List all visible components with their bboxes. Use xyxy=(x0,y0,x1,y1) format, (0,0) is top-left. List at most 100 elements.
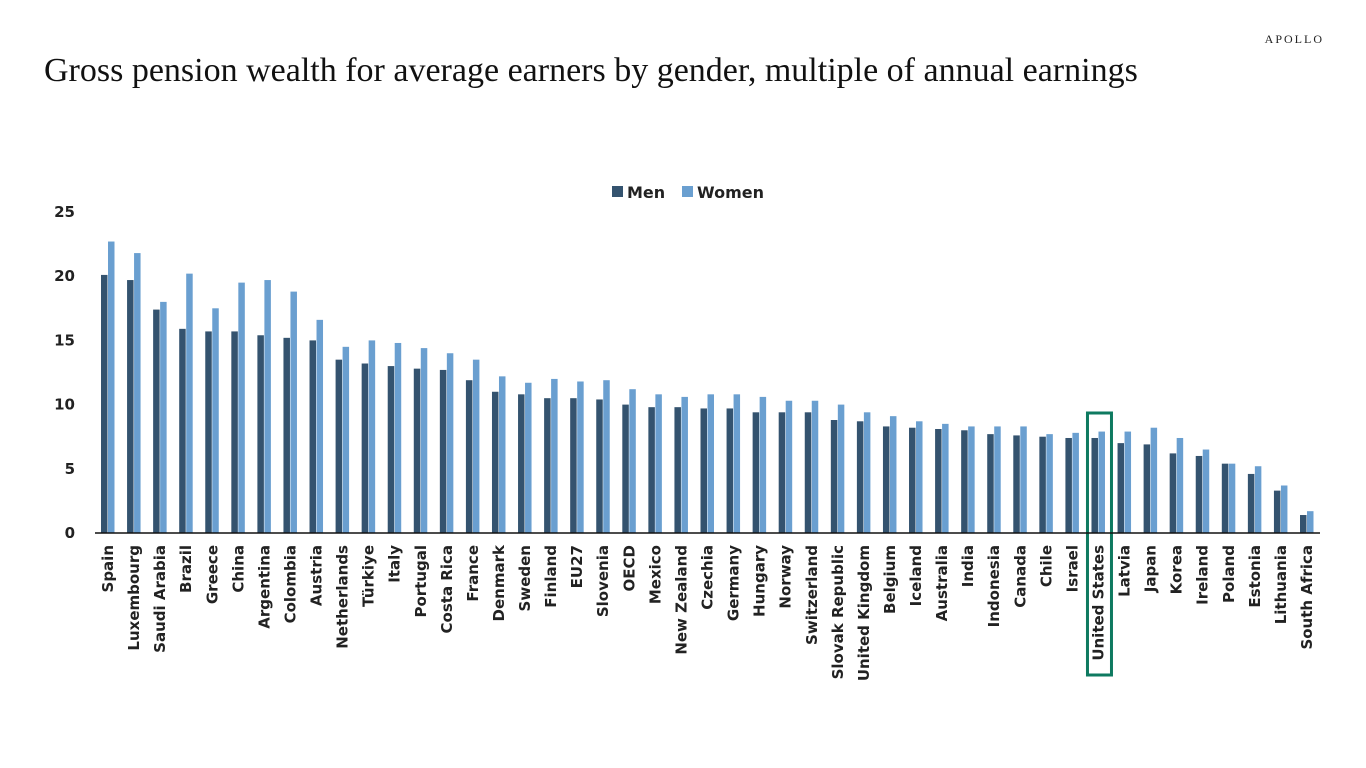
bar-women xyxy=(1072,432,1079,533)
bar-men xyxy=(778,412,786,533)
bar-women xyxy=(785,400,793,533)
bar-women xyxy=(1176,437,1184,533)
bar-men xyxy=(1039,436,1046,533)
y-tick-label: 5 xyxy=(65,460,75,478)
bar-men xyxy=(935,428,942,533)
bar-men xyxy=(153,309,160,533)
x-tick-label: Costa Rica xyxy=(438,545,456,633)
bar-women xyxy=(811,400,819,533)
bar-women xyxy=(1202,449,1210,533)
x-tick-label: OECD xyxy=(620,545,638,591)
bar-men xyxy=(309,340,317,533)
bar-women xyxy=(238,282,245,533)
bar-men xyxy=(961,430,968,533)
bar-men xyxy=(257,335,264,533)
bar-men xyxy=(1091,437,1098,533)
x-tick-label: Portugal xyxy=(412,545,430,618)
bar-men xyxy=(752,412,760,533)
bar-women xyxy=(759,396,767,533)
y-tick-label: 15 xyxy=(54,331,75,349)
x-tick-label: Türkiye xyxy=(360,545,378,607)
y-tick-label: 25 xyxy=(54,203,75,221)
x-tick-label: Luxembourg xyxy=(125,545,143,651)
bar-men xyxy=(830,420,838,533)
y-tick-label: 0 xyxy=(65,524,75,542)
x-tick-label: Germany xyxy=(725,545,743,621)
x-tick-label: Denmark xyxy=(490,544,508,621)
bar-women xyxy=(1046,434,1053,533)
bar-men xyxy=(674,407,681,533)
x-tick-label: Canada xyxy=(1011,545,1029,608)
x-tick-label: Mexico xyxy=(646,545,664,604)
bar-women xyxy=(889,416,897,533)
bar-men xyxy=(804,412,812,533)
legend-label-men: Men xyxy=(627,183,665,202)
bar-men xyxy=(1065,437,1072,533)
x-tick-label: Slovak Republic xyxy=(829,545,847,679)
bar-women xyxy=(837,404,845,533)
bar-men xyxy=(127,280,134,533)
bar-women xyxy=(472,359,480,533)
x-tick-label: Colombia xyxy=(281,545,299,623)
bar-women xyxy=(1150,427,1158,533)
x-tick-label: Finland xyxy=(542,545,560,608)
x-tick-label: Saudi Arabia xyxy=(151,545,169,653)
bar-men xyxy=(909,427,916,533)
legend-swatch-men xyxy=(612,186,623,197)
bar-women xyxy=(968,426,975,533)
bar-women xyxy=(994,426,1001,533)
x-tick-label: United States xyxy=(1089,545,1107,661)
bar-women xyxy=(186,273,193,533)
bar-women xyxy=(498,376,506,533)
x-tick-label: Indonesia xyxy=(985,545,1003,627)
bar-men xyxy=(518,394,525,533)
bar-women xyxy=(603,380,610,533)
bar-women xyxy=(394,342,402,533)
bar-women xyxy=(525,382,532,533)
bar-men xyxy=(205,331,212,533)
x-tick-label: Czechia xyxy=(699,545,717,610)
bar-women xyxy=(160,301,167,533)
x-tick-label: EU27 xyxy=(568,545,586,588)
x-tick-label: Lithuania xyxy=(1272,545,1290,624)
x-tick-label: France xyxy=(464,545,482,602)
x-tick-label: Spain xyxy=(99,545,117,592)
bar-men xyxy=(413,368,421,533)
y-tick-label: 20 xyxy=(54,267,75,285)
x-tick-label: Norway xyxy=(777,545,795,609)
x-tick-label: Israel xyxy=(1063,545,1081,592)
bar-men xyxy=(1169,453,1177,533)
bar-men xyxy=(465,380,473,533)
bar-men xyxy=(283,337,290,533)
bar-men xyxy=(439,369,447,533)
bar-women xyxy=(707,394,714,533)
x-tick-label: China xyxy=(229,545,247,593)
x-tick-label: Sweden xyxy=(516,545,534,611)
x-tick-label: Austria xyxy=(308,545,326,606)
chart-title: Gross pension wealth for average earners… xyxy=(44,52,1138,89)
x-tick-label: Poland xyxy=(1220,545,1238,603)
x-tick-label: Japan xyxy=(1142,545,1160,593)
bar-men xyxy=(387,366,395,533)
x-tick-label: Switzerland xyxy=(803,545,821,645)
x-tick-label: Belgium xyxy=(881,545,899,614)
x-tick-label: Chile xyxy=(1037,545,1055,587)
bar-women xyxy=(629,389,636,533)
bar-men xyxy=(700,408,707,533)
bar-women xyxy=(551,378,558,533)
y-tick-label: 10 xyxy=(54,396,75,414)
legend-swatch-women xyxy=(682,186,693,197)
x-tick-label: New Zealand xyxy=(672,545,690,655)
bar-women xyxy=(316,319,324,533)
x-tick-label: Argentina xyxy=(255,545,273,629)
bar-men xyxy=(101,274,108,533)
bar-women xyxy=(655,394,662,533)
bar-men xyxy=(1195,455,1203,533)
bar-men xyxy=(596,399,603,533)
bar-men xyxy=(1247,473,1255,533)
bar-women xyxy=(1228,463,1236,533)
bar-men xyxy=(882,426,890,533)
bar-women xyxy=(916,421,923,533)
bar-men xyxy=(231,331,238,533)
